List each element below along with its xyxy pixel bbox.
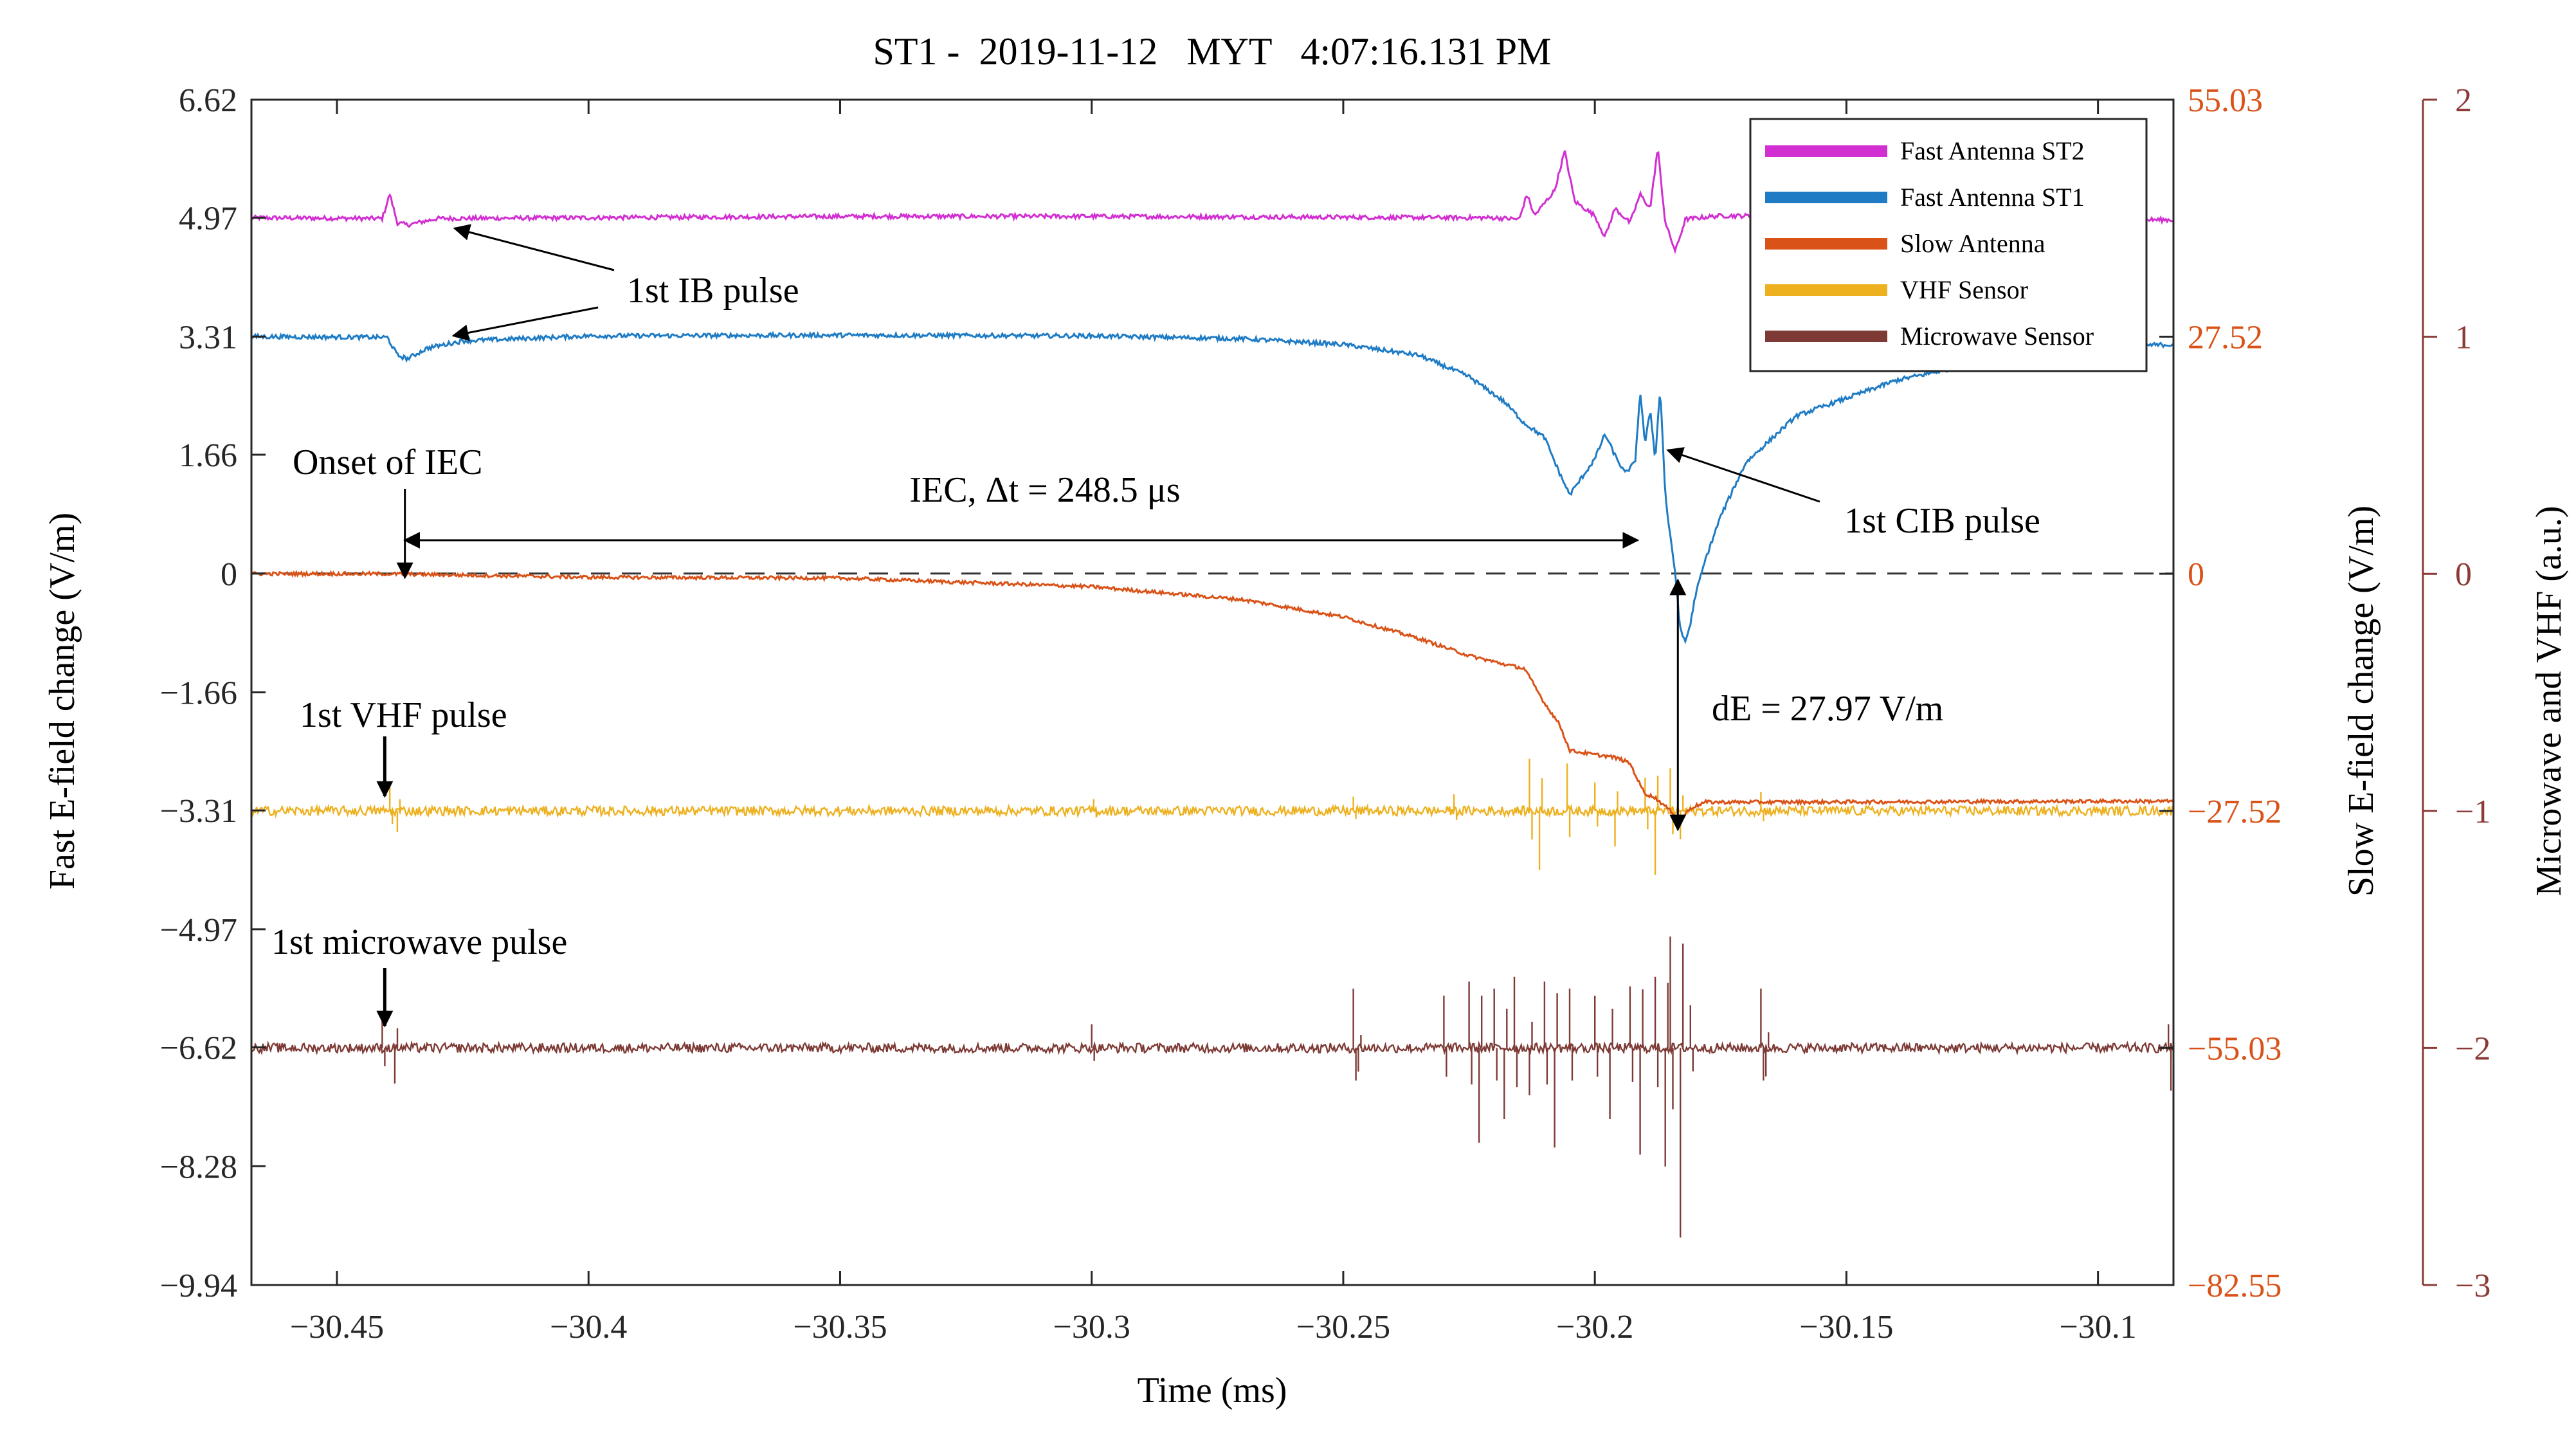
legend-label-slow-antenna: Slow Antenna [1900,229,2045,258]
axes-layer: −30.45 −30.4 −30.35 −30.3 −30.25 −30.2 −30.15 −… [160,82,2491,1345]
y-left-tick-label: −6.62 [160,1030,237,1067]
y-right2-tick-label: −3 [2455,1268,2490,1304]
y-left-tick-label: 3.31 [179,319,237,356]
ib-arrow-st1 [451,306,599,342]
x-tick-label: −30.45 [290,1309,384,1345]
y-axis-left-label: Fast E-field change (V/m) [42,513,82,889]
x-axis-ticks: −30.45 −30.4 −30.35 −30.3 −30.25 −30.2 −30.15 −… [290,100,2137,1345]
series-vhf-sensor [251,758,2173,875]
y-left-tick-label: 6.62 [179,82,237,119]
cib-arrow [1666,447,1820,503]
x-tick-label: −30.35 [793,1309,887,1345]
y-axis-left-ticks: 6.62 4.97 3.31 1.66 0 −1.66 −3.31 −4.97 −6.62 −8.… [160,82,266,1304]
y-right2-tick-label: 2 [2455,82,2472,119]
y-right2-tick-label: −1 [2455,794,2490,830]
y-left-tick-label: 0 [221,556,237,593]
x-axis-label: Time (ms) [1138,1371,1287,1410]
y-right1-tick-label: 27.52 [2188,320,2263,356]
microwave-label: 1st microwave pulse [271,922,567,962]
legend-label-vhf-sensor: VHF Sensor [1900,275,2028,304]
cib-label: 1st CIB pulse [1844,501,2040,541]
y-right1-tick-label: −55.03 [2188,1030,2281,1067]
y-axis-right1-label: Slow E-field change (V/m) [2341,506,2381,897]
x-tick-label: −30.4 [550,1309,627,1345]
series-layer [251,150,2173,1238]
x-tick-label: −30.15 [1799,1309,1893,1345]
y-left-tick-label: −3.31 [160,793,237,830]
series-fast-antenna-st1 [251,331,2173,644]
ib-label: 1st IB pulse [627,271,799,311]
y-axis-right1-ticks: 55.03 27.52 0 −27.52 −55.03 −82.55 [2159,82,2281,1304]
y-axis-right2-label: Microwave and VHF (a.u.) [2529,506,2569,896]
x-tick-label: −30.1 [2059,1309,2136,1345]
annotations: 1st IB pulse Onset of IEC IEC, Δt = 248.… [271,224,2040,1028]
y-left-tick-label: 4.97 [179,201,237,237]
x-tick-label: −30.3 [1053,1309,1130,1345]
x-tick-label: −30.2 [1556,1309,1633,1345]
vhf-label: 1st VHF pulse [300,695,507,735]
y-right1-tick-label: 55.03 [2188,82,2263,119]
x-tick-label: −30.25 [1296,1309,1390,1345]
y-right2-tick-label: 1 [2455,320,2472,356]
y-left-tick-label: −9.94 [160,1268,237,1304]
y-right2-tick-label: 0 [2455,556,2472,593]
y-right1-tick-label: −27.52 [2188,794,2281,830]
y-axis-right2-ticks: 2 1 0 −1 −2 −3 [2423,82,2490,1304]
de-label: dE = 27.97 V/m [1712,689,1943,729]
iec-label: IEC, Δt = 248.5 μs [909,470,1180,510]
y-left-tick-label: 1.66 [179,437,237,474]
y-left-tick-label: −8.28 [160,1149,237,1185]
legend: Fast Antenna ST2 Fast Antenna ST1 Slow A… [1749,118,2148,372]
legend-label-fast-antenna-st1: Fast Antenna ST1 [1900,183,2085,212]
ib-arrow-st2 [453,224,615,271]
y-right1-tick-label: −82.55 [2188,1268,2281,1304]
y-right1-tick-label: 0 [2188,556,2204,593]
onset-label: Onset of IEC [293,442,483,482]
legend-label-microwave-sensor: Microwave Sensor [1900,322,2094,351]
y-left-tick-label: −1.66 [160,675,237,712]
chart-title: ST1 - 2019-11-12 MYT 4:07:16.131 PM [873,30,1551,73]
series-microwave-sensor [251,936,2173,1238]
legend-label-fast-antenna-st2: Fast Antenna ST2 [1900,136,2085,165]
y-left-tick-label: −4.97 [160,912,237,949]
y-right2-tick-label: −2 [2455,1030,2490,1067]
series-slow-antenna [251,569,2173,820]
